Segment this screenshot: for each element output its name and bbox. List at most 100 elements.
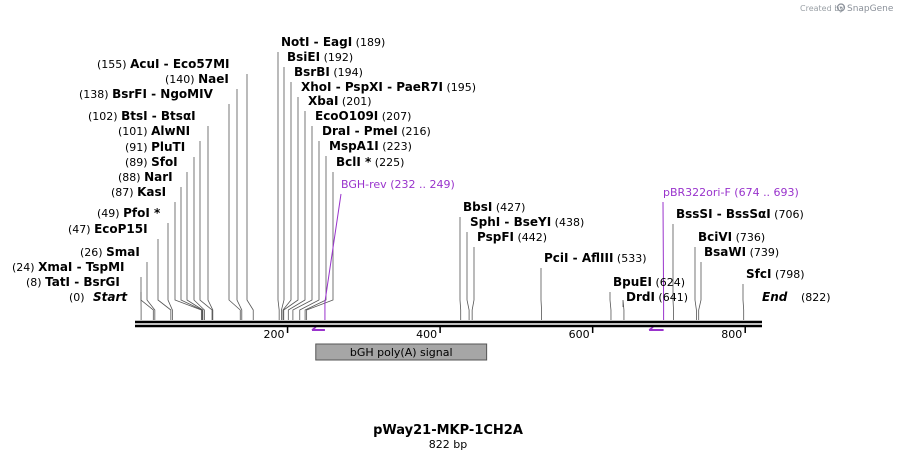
site-drai[interactable]: DraI - PmeI (216): [322, 124, 431, 138]
primer-name-pbr322ori-f: pBR322ori-F: [663, 186, 734, 199]
site-sphi[interactable]: SphI - BseYI (438): [470, 215, 584, 229]
site-label-bcli: BclI * (225): [336, 155, 404, 169]
snapgene-logo-icon: [836, 3, 846, 12]
snapgene-watermark[interactable]: Created by SnapGene: [800, 3, 894, 14]
enzyme-name-eagi: - EagI: [310, 35, 353, 49]
enzyme-name-pspfi: PspFI: [477, 230, 514, 244]
enzyme-name-bts-i: - BtsαI: [148, 109, 196, 123]
site-label-drai: DraI - PmeI (216): [322, 124, 431, 138]
site-label-nari: (88) NarI: [118, 170, 173, 184]
site-label-smai: (26) SmaI: [80, 245, 140, 259]
site-leader-xhoi: [283, 97, 299, 320]
end-marker: End (822): [762, 290, 831, 304]
site-leader-bsssi: [672, 224, 674, 320]
enzyme-name-bsiei: BsiEI: [287, 50, 320, 64]
site-pspfi[interactable]: PspFI (442): [477, 230, 547, 244]
site-xhoi[interactable]: XhoI - PspXI - PaeR7I (195): [301, 80, 476, 94]
site-leader-mspa1i: [304, 156, 327, 320]
site-drdi[interactable]: DrdI (641): [626, 290, 688, 304]
site-leader-bcli: [306, 172, 334, 320]
enzyme-name-bsrgi: - BsrGI: [70, 275, 120, 289]
site-xmai[interactable]: (24) XmaI - TspMI: [12, 260, 124, 274]
site-noti[interactable]: NotI - EagI (189): [281, 35, 385, 49]
site-bsssi[interactable]: BssSI - BssSαI (706): [676, 207, 804, 221]
enzyme-name-drdi: DrdI: [626, 290, 655, 304]
site-nari[interactable]: (88) NarI: [118, 170, 173, 184]
site-ecoo109i[interactable]: EcoO109I (207): [315, 109, 411, 123]
site-pos-nari: (88): [118, 171, 144, 184]
feature-layer: bGH poly(A) signal: [315, 343, 488, 361]
site-leader-bsrbi: [282, 82, 292, 320]
site-leader-acui: [246, 74, 254, 320]
site-pos-ecop15i: (47): [68, 223, 94, 236]
enzyme-name-drai: DraI: [322, 124, 350, 138]
watermark-prefix: Created by: [800, 4, 844, 13]
site-pos-btsi: (102): [88, 110, 121, 123]
site-ecop15i[interactable]: (47) EcoP15I: [68, 222, 148, 236]
enzyme-name-ngomiv: - NgoMIV: [147, 87, 214, 101]
site-bbsi[interactable]: BbsI (427): [463, 200, 525, 214]
site-pos-smai: (26): [80, 246, 106, 259]
site-pos-bsiei: (192): [320, 51, 353, 64]
feature-bgh-poly-a-signal[interactable]: bGH poly(A) signal: [315, 343, 488, 361]
enzyme-name-btsi: BtsI: [121, 109, 148, 123]
site-kasi[interactable]: (87) KasI: [111, 185, 166, 199]
primer-bgh-rev[interactable]: BGH-rev (232 .. 249): [311, 178, 455, 331]
site-btsi[interactable]: (102) BtsI - BtsαI: [88, 109, 196, 123]
primer-leader-bgh-rev: [324, 193, 342, 320]
site-pos-bsrbi: (194): [330, 66, 363, 79]
site-pos-pluti: (91): [125, 141, 151, 154]
primer-pbr322ori-f[interactable]: pBR322ori-F (674 .. 693): [648, 186, 799, 331]
site-leader-nari: [180, 187, 203, 320]
site-pfoi[interactable]: (49) PfoI *: [97, 206, 161, 220]
tick-label-800: 800: [721, 328, 742, 341]
site-xbai[interactable]: XbaI (201): [308, 94, 371, 108]
site-label-pfoi: (49) PfoI *: [97, 206, 161, 220]
site-bsrbi[interactable]: BsrBI (194): [294, 65, 363, 79]
site-pcii[interactable]: PciI - AflIII (533): [544, 251, 647, 265]
primer-leader-pbr322ori-f: [662, 201, 665, 320]
site-leader-lines: [140, 52, 745, 320]
enzyme-name-bsawi: BsaWI: [704, 245, 746, 259]
site-bcli[interactable]: BclI * (225): [336, 155, 404, 169]
end-position: (822): [801, 291, 831, 304]
site-bsawi[interactable]: BsaWI (739): [704, 245, 779, 259]
site-pos-bcivi: (736): [732, 231, 765, 244]
site-acui[interactable]: (155) AcuI - Eco57MI: [97, 57, 230, 71]
site-pos-bcli: (225): [371, 156, 404, 169]
site-tati[interactable]: (8) TatI - BsrGI: [26, 275, 120, 289]
site-sfci[interactable]: SfcI (798): [746, 267, 805, 281]
site-pos-sfci: (798): [771, 268, 804, 281]
site-label-tati: (8) TatI - BsrGI: [26, 275, 120, 289]
site-mspa1i[interactable]: MspA1I (223): [329, 139, 412, 153]
primer-range-pbr322ori-f: (674 .. 693): [734, 186, 799, 199]
site-bsrfi[interactable]: (138) BsrFI - NgoMIV: [79, 87, 214, 101]
site-pos-drdi: (641): [655, 291, 688, 304]
site-bpuei[interactable]: BpuEI (624): [613, 275, 685, 289]
site-label-pcii: PciI - AflIII (533): [544, 251, 647, 265]
enzyme-name-bsss-i: - BssSαI: [713, 207, 771, 221]
site-pluti[interactable]: (91) PluTI: [125, 140, 185, 154]
enzyme-name-kasi: KasI: [137, 185, 166, 199]
primer-arrowhead-pbr322ori-f: [648, 326, 654, 331]
site-alwni[interactable]: (101) AlwNI: [118, 124, 190, 138]
site-smai[interactable]: (26) SmaI: [80, 245, 140, 259]
enzyme-name-pcii: PciI: [544, 251, 569, 265]
site-leader-sphi: [466, 232, 470, 320]
primer-range-bgh-rev: (232 .. 249): [390, 178, 455, 191]
site-naei[interactable]: (140) NaeI: [165, 72, 229, 86]
site-label-mspa1i: MspA1I (223): [329, 139, 412, 153]
site-label-pspfi: PspFI (442): [477, 230, 547, 244]
start-label: Start: [93, 290, 128, 304]
site-label-bcivi: BciVI (736): [698, 230, 765, 244]
site-bcivi[interactable]: BciVI (736): [698, 230, 765, 244]
site-pos-bsssi: (706): [771, 208, 804, 221]
site-pos-xbai: (201): [338, 95, 371, 108]
tick-label-400: 400: [416, 328, 437, 341]
plasmid-name: pWay21-MKP-1CH2A: [373, 423, 523, 438]
site-sfoi[interactable]: (89) SfoI: [125, 155, 178, 169]
site-bsiei[interactable]: BsiEI (192): [287, 50, 353, 64]
site-leader-alwni: [199, 141, 213, 320]
site-pos-bsawi: (739): [746, 246, 779, 259]
site-label-xmai: (24) XmaI - TspMI: [12, 260, 124, 274]
